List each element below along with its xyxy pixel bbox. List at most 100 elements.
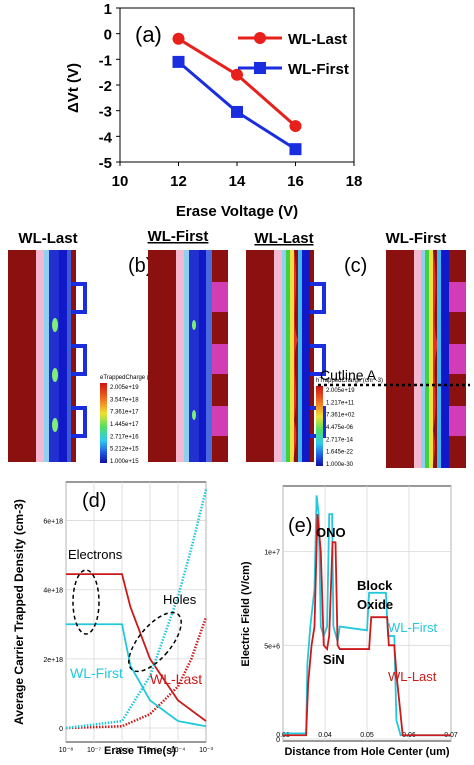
panel-d-ylabel: Average Carrier Trapped Density (cm-3) [12,499,26,725]
panel-d-xlabel: Erase Time(s) [104,745,176,757]
data-point [172,55,185,68]
colorbar-tick-label: 2.005e+19 [110,385,139,391]
colorbar-tick-label: 7.361e+02 [326,413,355,419]
charge-blob [52,368,58,382]
data-point [289,120,302,133]
y-tick-label: 0 [276,737,280,744]
nitride-outer [425,250,429,468]
panel-b-label: (b) [128,255,152,277]
nitride-outer [286,250,290,462]
electrons-ellipse [72,569,100,635]
cell-c-wl-first [386,250,466,468]
panel-a-plot-frame [119,7,355,163]
colorbar-tick-label: 2.005e+19 [326,388,355,394]
colorbar-tick-label: 2.717e-14 [326,437,354,443]
panel-d-label: (d) [82,490,106,512]
colorbar-tick-label: 5.212e+15 [110,447,139,453]
cell-b-wl-first [148,250,228,462]
y-tick-label: -1 [99,52,112,69]
tunnel-layer [184,250,189,462]
y-tick-label: -2 [99,78,112,95]
panel-a-ylabel: ΔVt (V) [65,63,82,113]
x-tick-label: 10⁻⁵ [143,747,157,754]
colorbar-tick-label: 1.645e-22 [326,450,354,456]
y-tick-label: -4 [99,129,113,146]
x-tick-label: 0.05 [360,732,374,739]
nitride-inner [429,250,433,468]
x-tick-label: 14 [229,173,246,190]
x-tick-label: 18 [346,173,363,190]
y-tick-label: 1e+7 [264,550,280,557]
gate-pad [212,406,228,436]
label-wl-first: WL-First [70,665,123,681]
gate-pad [449,406,466,436]
series-line-wl-first [283,495,451,737]
nitride-layer [189,250,199,462]
colorbar-c-gradient [316,386,323,466]
gate-notch [71,344,87,376]
panel-e-label: (e) [288,515,312,537]
nitride-layer [49,250,59,462]
charge-blob [52,318,58,332]
data-point [289,143,302,156]
block-layer [59,250,67,462]
panel-c-label: (c) [344,255,367,277]
y-tick-label: 2e+18 [43,657,63,664]
nitride-inner [290,250,294,462]
block-layer [199,250,206,462]
holes-ellipse [128,611,182,673]
hole-distribution [293,250,298,462]
hole-distribution [432,250,438,468]
colorbar-tick-label: 2.717e+16 [110,434,139,440]
block-layer [298,250,302,462]
gate-notch [71,406,87,438]
y-tick-label: 6e+18 [43,519,63,526]
colorbar-tick-label: 1.000e+15 [110,459,139,465]
x-tick-label: 16 [287,173,304,190]
y-tick-label: -5 [99,155,112,172]
colorbar-tick-label: 1.445e+17 [110,422,139,428]
colorbar-b-title: eTrappedCharge (cm^-3) [100,375,167,381]
x-tick-label: 10⁻³ [199,747,213,754]
data-point [231,105,243,118]
gate-notch [310,344,326,376]
colorbar-tick-label: 4.475e-06 [326,425,354,431]
title-b-wl-first: WL-First [148,228,209,245]
tunnel-layer [44,250,49,462]
panel-e-xlabel: Distance from Hole Center (um) [284,746,449,758]
charge-blob [52,418,58,432]
gate-pad [449,282,466,312]
label-holes: Holes [163,592,197,607]
panel-a-xlabel: Erase Voltage (V) [176,203,298,220]
gate-notch [71,282,87,314]
gate-notch [310,282,326,314]
panel-d-chart: 10⁻⁸ 10⁻⁷ 10⁻⁶ 10⁻⁵ 10⁻⁴ 10⁻³ 0 2e+18 4e+18 6e+18… [12,481,214,757]
panel-a-legend: WL-Last WL-First [238,31,349,78]
label-electrons: Electrons [68,547,123,562]
charge-blob [192,410,196,420]
oxide-layer [36,250,44,462]
legend-wl-last-label: WL-Last [288,31,347,48]
colorbar-b-gradient [100,383,107,463]
oxide-layer [414,250,421,468]
y-tick-label: 0 [104,27,112,44]
label-ono: ONO [316,525,346,540]
colorbar-tick-label: 1.000e-30 [326,462,354,468]
x-tick-label: 10⁻⁸ [59,747,73,754]
y-tick-label: 0 [59,726,63,733]
legend-wl-first-label: WL-First [288,61,349,78]
x-tick-label: 10⁻⁴ [171,747,186,754]
label-sin: SiN [323,652,345,667]
oxide-layer [274,250,282,462]
colorbar-b: eTrappedCharge (cm^-3) 2.005e+19 3.547e+1… [100,375,167,465]
charge-blob [192,320,196,330]
data-point [231,68,243,81]
label-wl-last: WL-Last [388,669,437,684]
y-tick-label: 1 [104,1,112,18]
gate-edge [302,250,310,462]
tunnel-layer [282,250,286,462]
series-line-wl-last [283,514,451,737]
series-holes-wl-last [65,616,208,730]
